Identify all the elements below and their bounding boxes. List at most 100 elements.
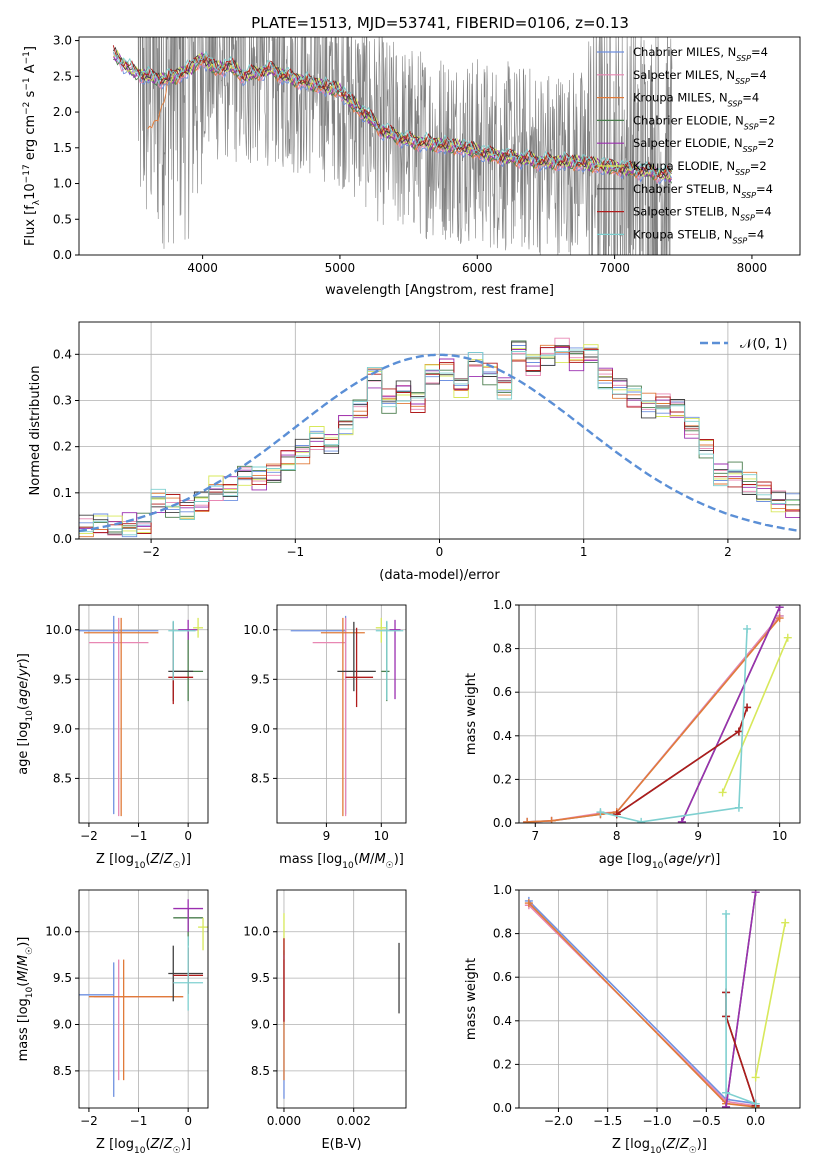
errorbar-plot-area — [79, 899, 208, 1097]
x-tick-label: 9 — [694, 829, 702, 843]
x-tick-label: 8000 — [737, 261, 768, 275]
axes-frame — [78, 36, 801, 256]
weight-point-marker — [781, 918, 790, 927]
x-axis-label: E(B-V) — [321, 1137, 361, 1152]
errorbar-chabrier-miles — [290, 615, 347, 815]
errorbar-salpeter-elodie — [173, 899, 204, 932]
errorbar-chabrier-elodie — [173, 631, 204, 702]
y-tick-label: 9.0 — [53, 1018, 72, 1032]
y-tick-label: 2.5 — [53, 69, 72, 83]
histogram-plot-area — [79, 337, 800, 538]
y-tick-label: 0.6 — [493, 970, 512, 984]
errorbar-plot-area — [283, 913, 400, 1099]
axes-frame — [276, 604, 407, 824]
weight-vs-metallicity-panel: −2.0 −1.5 −1.0 −0.5 0.0 0.0 0.2 0.4 0.6 0.8 1.0 Z [… — [464, 883, 801, 1156]
axes-frame — [518, 604, 801, 824]
y-tick-label: 1.0 — [53, 177, 72, 191]
y-tick-label: 8.5 — [251, 1064, 270, 1078]
x-axis-label: Z [log10(Z/Z☉)] — [96, 852, 191, 871]
age-vs-metallicity-panel: −2 −1 0 8.5 9.0 9.5 10.0 Z [log10(Z/Z☉)] age [lo… — [16, 604, 209, 871]
axes-frame — [78, 604, 209, 824]
errorbar-kroupa-stelib — [168, 620, 196, 681]
x-tick-label: 1 — [580, 545, 588, 559]
model-line-kroupa-miles — [147, 55, 672, 181]
y-tick-label: 9.0 — [251, 1018, 270, 1032]
y-tick-label: 0.0 — [53, 248, 72, 262]
x-tick-label: −2 — [80, 829, 98, 843]
x-axis-label: wavelength [Angstrom, rest frame] — [325, 283, 554, 298]
mass-vs-metallicity-panel: −2 −1 0 8.5 9.0 9.5 10.0 Z [log10(Z/Z☉)] mass [l… — [16, 889, 209, 1156]
y-tick-label: 9.5 — [53, 971, 72, 985]
axes-frame — [78, 321, 801, 540]
errorbar-kroupa-elodie — [193, 617, 204, 638]
weight-line-salpeter-miles — [527, 615, 781, 823]
weight-point-marker — [612, 810, 621, 819]
legend-label: Kroupa STELIB, NSSP=4 — [633, 227, 764, 245]
legend-label: Salpeter MILES, NSSP=4 — [633, 68, 767, 86]
weight-point-marker — [734, 727, 743, 736]
errorbar-salpeter-miles — [312, 617, 347, 817]
weight-line-chabrier-miles — [528, 900, 756, 1105]
x-tick-label: 6000 — [462, 261, 493, 275]
weight-point-marker — [677, 817, 686, 823]
x-tick-label: 5000 — [325, 261, 356, 275]
errorbar-kroupa-miles — [320, 617, 365, 817]
weight-line-kroupa-elodie — [721, 637, 789, 793]
x-tick-label: −1 — [130, 1114, 148, 1128]
x-tick-label: 0 — [184, 829, 192, 843]
gridlines — [79, 605, 208, 823]
gridlines — [519, 604, 800, 824]
x-axis-label: age [log10(age/yr)] — [599, 852, 721, 871]
gridlines — [519, 889, 800, 1109]
errorbar-chabrier-miles — [79, 615, 159, 815]
normal-distribution-curve — [79, 353, 798, 533]
x-tick-label: −1 — [130, 829, 148, 843]
x-tick-label: 10 — [374, 829, 389, 843]
model-line-salpeter-stelib — [112, 45, 672, 177]
axes-frame — [518, 889, 801, 1109]
axes-frame — [276, 889, 407, 1109]
gridlines — [277, 890, 406, 1108]
x-tick-label: −0.5 — [692, 1114, 721, 1128]
y-tick-label: 0.2 — [493, 772, 512, 786]
y-tick-label: 8.5 — [53, 771, 72, 785]
y-tick-label: 0.4 — [53, 347, 72, 361]
y-tick-label: 8.5 — [251, 771, 270, 785]
legend-label: Chabrier ELODIE, NSSP=2 — [633, 113, 775, 130]
model-line-kroupa-elodie — [112, 49, 673, 180]
x-tick-label: 4000 — [187, 261, 218, 275]
y-tick-label: 0.5 — [53, 212, 72, 226]
weight-point-marker — [722, 1102, 731, 1108]
y-tick-label: 10.0 — [45, 925, 72, 939]
x-tick-label: 0 — [184, 1114, 192, 1128]
legend-label: Kroupa MILES, NSSP=4 — [633, 91, 759, 109]
y-tick-label: 0.4 — [493, 1014, 512, 1028]
spectrum-plot-area — [112, 37, 673, 255]
weight-line-salpeter-stelib — [725, 992, 757, 1107]
errorbar-kroupa-stelib — [173, 936, 204, 1011]
errorbar-salpeter-stelib — [168, 632, 194, 705]
x-tick-label: −2 — [80, 1114, 98, 1128]
x-axis-label: (data-model)/error — [379, 568, 500, 583]
axes-frame — [78, 889, 209, 1109]
legend-label: Chabrier MILES, NSSP=4 — [633, 45, 768, 63]
model-line-salpeter-elodie — [112, 51, 672, 183]
weight-point-marker — [751, 890, 760, 897]
x-tick-label: 0.0 — [746, 1114, 765, 1128]
weight-line-chabrier-stelib — [725, 992, 757, 1107]
legend-label: Kroupa ELODIE, NSSP=2 — [633, 159, 767, 177]
errorbar-plot-area — [290, 615, 404, 817]
weight-vs-age-panel: 7 8 9 10 0.0 0.2 0.4 0.6 0.8 1.0 age [log10(age/yr… — [464, 598, 801, 871]
model-line-chabrier-stelib — [112, 46, 672, 179]
y-tick-label: 3.0 — [53, 34, 72, 48]
weight-line-kroupa-stelib — [600, 628, 748, 823]
weight-point-marker — [722, 1088, 731, 1097]
errorbar-kroupa-miles — [83, 617, 159, 817]
data-spectrum-line — [137, 37, 673, 255]
x-tick-label: 0.002 — [337, 1114, 371, 1128]
y-tick-label: 0.8 — [493, 927, 512, 941]
age-vs-mass-panel: 9 10 8.5 9.0 9.5 10.0 mass [log10(M/M☉)] — [243, 604, 407, 871]
weight-point-marker — [722, 909, 731, 918]
legend-label: Salpeter ELODIE, NSSP=2 — [633, 136, 774, 154]
errorbar-chabrier-stelib — [168, 945, 204, 1002]
